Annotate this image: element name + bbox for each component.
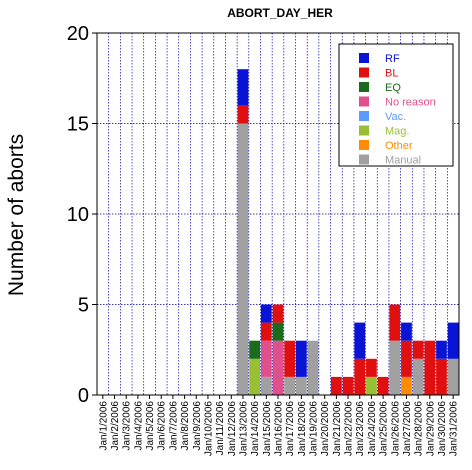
legend-label: Other	[385, 140, 413, 152]
legend-swatch	[359, 67, 369, 78]
x-tick-label: Jan/27/2006	[402, 401, 413, 456]
x-tick-label: Jan/10/2006	[203, 401, 214, 456]
legend-label: No reason	[385, 97, 436, 109]
legend-swatch	[359, 96, 369, 107]
x-tick-label: Jan/1/2006	[98, 401, 109, 451]
x-tick-label: Jan/11/2006	[215, 401, 226, 456]
bar-segment	[354, 358, 366, 395]
x-tick-label: Jan/18/2006	[297, 401, 308, 456]
x-tick-label: Jan/20/2006	[320, 401, 331, 456]
bar-segment	[260, 322, 272, 341]
x-tick-label: Jan/25/2006	[379, 401, 390, 456]
bar-segment	[237, 123, 249, 395]
y-axis-label: Number of aborts	[5, 134, 28, 296]
bar-segment	[272, 322, 284, 341]
x-tick-label: Jan/16/2006	[274, 401, 285, 456]
legend-swatch	[359, 111, 369, 121]
x-tick-label: Jan/13/2006	[238, 401, 249, 456]
x-tick-label: Jan/15/2006	[262, 401, 273, 456]
x-tick-label: Jan/14/2006	[250, 401, 261, 456]
legend-label: Manual	[385, 155, 421, 167]
x-tick-label: Jan/17/2006	[285, 401, 296, 456]
bar-segment	[447, 322, 459, 359]
legend-swatch	[359, 140, 369, 150]
bar-segment	[366, 376, 377, 395]
legend-swatch	[359, 53, 369, 63]
x-tick-label: Jan/30/2006	[437, 401, 448, 456]
bar-segment	[284, 340, 296, 377]
bar-segment	[342, 376, 354, 395]
x-tick-label: Jan/8/2006	[180, 401, 191, 451]
x-tick-label: Jan/2/2006	[110, 401, 121, 451]
bar-segment	[436, 358, 447, 395]
bar-segment	[436, 340, 447, 359]
x-tick-label: Jan/6/2006	[157, 401, 168, 451]
x-tick-label: Jan/9/2006	[192, 401, 203, 451]
x-tick-label: Jan/5/2006	[145, 401, 156, 451]
bar-segment	[295, 340, 307, 377]
x-tick-label: Jan/26/2006	[390, 401, 401, 456]
bar-segment	[237, 69, 249, 106]
x-tick-label: Jan/21/2006	[332, 401, 343, 456]
bar-segment	[260, 304, 272, 323]
bar-segment	[249, 340, 261, 359]
x-tick-label: Jan/4/2006	[133, 401, 144, 451]
bar-segment	[366, 358, 377, 377]
legend: RF BL EQ No reason Vac. Mag. Other Manual	[338, 43, 454, 167]
x-tick-label: Jan/23/2006	[355, 401, 366, 456]
x-tick-label: Jan/24/2006	[367, 401, 378, 456]
legend-swatch	[359, 82, 369, 92]
bar-segment	[401, 340, 412, 377]
bar-segment	[401, 322, 412, 341]
legend-label: Vac.	[385, 111, 406, 123]
x-tick-label: Jan/28/2006	[414, 401, 425, 456]
bar-segment	[424, 340, 436, 395]
bar-segment	[354, 322, 366, 359]
bar-segment	[412, 340, 424, 359]
y-tick-label: 5	[78, 295, 89, 317]
bar-segment	[272, 304, 284, 323]
legend-label: BL	[385, 68, 398, 80]
bar-segment	[260, 376, 272, 395]
legend-label: RF	[385, 53, 400, 65]
bar-segment	[331, 376, 342, 395]
bar-segment	[307, 340, 319, 395]
legend-swatch	[359, 125, 369, 136]
bar-segment	[272, 340, 284, 395]
chart-title: ABORT_DAY_HER	[227, 6, 333, 20]
y-tick-label: 10	[67, 204, 89, 226]
bar-segment	[237, 105, 249, 124]
bar-segment	[295, 376, 307, 395]
bar-segment	[260, 340, 272, 377]
x-tick-label: Jan/3/2006	[122, 401, 133, 451]
x-tick-label: Jan/31/2006	[449, 401, 460, 456]
legend-box	[338, 43, 454, 167]
y-tick-label: 0	[78, 385, 89, 407]
bar-segment	[389, 304, 401, 341]
x-tick-label: Jan/19/2006	[309, 401, 320, 456]
bar-segment	[389, 340, 401, 395]
bar-segment	[249, 358, 261, 395]
y-tick-label: 15	[67, 114, 89, 136]
legend-label: EQ	[385, 82, 401, 94]
x-tick-label: Jan/22/2006	[344, 401, 355, 456]
bar-segment	[377, 376, 389, 395]
x-tick-label: Jan/7/2006	[168, 401, 179, 451]
y-tick-label: 20	[67, 23, 89, 45]
bar-segment	[412, 358, 424, 395]
legend-swatch	[359, 154, 369, 165]
bar-segment	[284, 376, 296, 395]
bar-segment	[447, 358, 459, 395]
legend-label: Mag.	[385, 126, 409, 138]
bar-segment	[401, 376, 412, 395]
x-tick-label: Jan/12/2006	[227, 401, 238, 456]
x-tick-label: Jan/29/2006	[425, 401, 436, 456]
